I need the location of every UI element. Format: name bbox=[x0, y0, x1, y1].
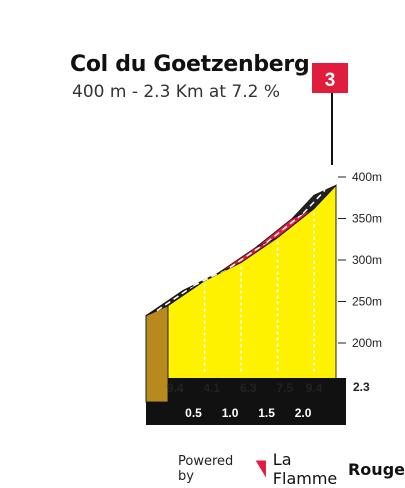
road-centerline bbox=[156, 285, 194, 312]
distance-label: 2.0 bbox=[295, 406, 312, 420]
climb-subtitle: 400 m - 2.3 Km at 7.2 % bbox=[72, 82, 280, 102]
road-centerline bbox=[302, 189, 326, 215]
gradient-label: 4.1 bbox=[203, 381, 220, 395]
y-tick-label: 300m bbox=[352, 253, 382, 267]
brand-name-secondary: Rouge bbox=[347, 459, 405, 479]
road-centerline bbox=[266, 212, 304, 244]
total-distance-label: 2.3 bbox=[353, 380, 370, 394]
powered-by-label: Powered by bbox=[178, 454, 234, 484]
brand-name-primary: La Flamme bbox=[272, 450, 338, 488]
y-tick-label: 200m bbox=[352, 336, 382, 350]
y-tick-label: 350m bbox=[352, 212, 382, 226]
distance-label: 1.5 bbox=[258, 406, 275, 420]
climb-title: Col du Goetzenberg bbox=[70, 52, 310, 77]
distance-label: 0.5 bbox=[185, 406, 202, 420]
road-centerline bbox=[229, 241, 267, 269]
category-number: 3 bbox=[325, 70, 336, 91]
distance-label: 1.0 bbox=[222, 406, 239, 420]
profile-side-face bbox=[145, 304, 169, 403]
gradient-label: 7.5 bbox=[276, 381, 293, 395]
distance-band-front bbox=[146, 402, 346, 425]
y-tick-label: 250m bbox=[352, 295, 382, 309]
gradient-label: 9.4 bbox=[306, 381, 323, 395]
category-flag: 3 bbox=[312, 63, 348, 165]
gradient-label: 9.4 bbox=[167, 381, 184, 395]
footer: Powered by La Flamme Rouge bbox=[178, 450, 405, 488]
y-tick-label: 400m bbox=[352, 170, 382, 184]
gradient-label: 6.3 bbox=[240, 381, 257, 395]
profile-area bbox=[167, 184, 337, 403]
distance-band bbox=[146, 378, 346, 402]
brand-logo-icon bbox=[255, 460, 267, 478]
